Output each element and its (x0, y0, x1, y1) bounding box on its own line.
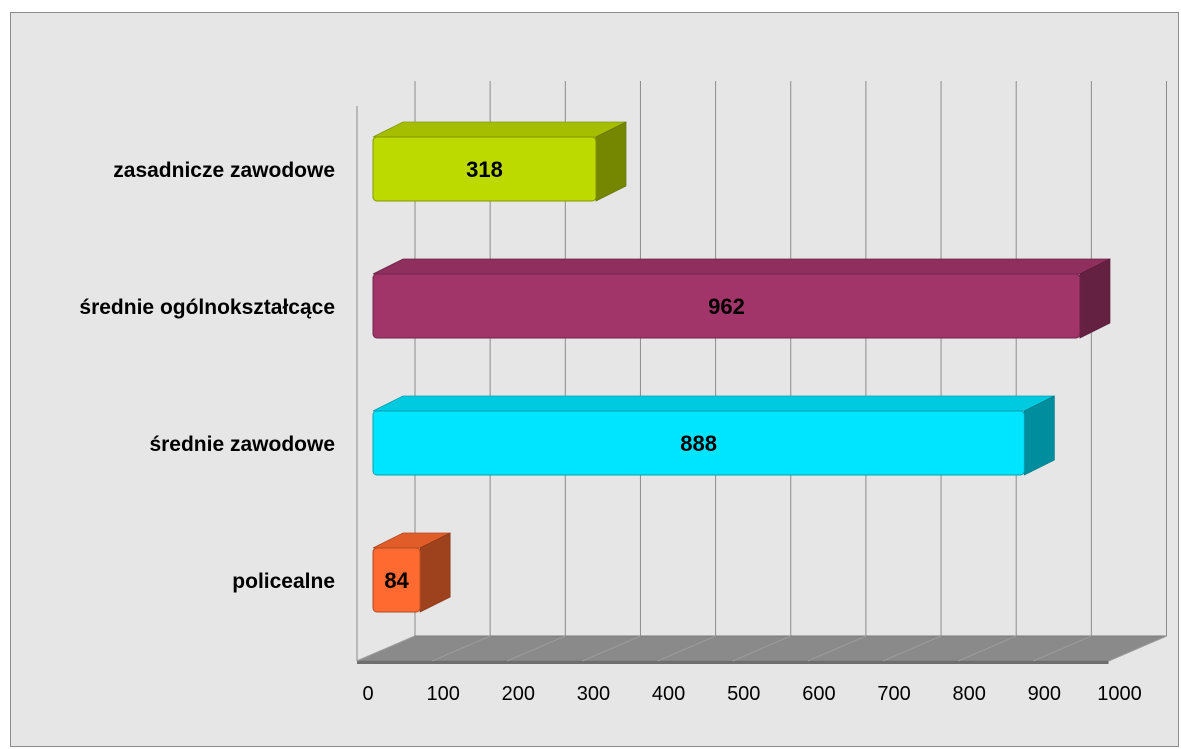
bar-front-face (372, 273, 1081, 339)
x-tick-label: 1000 (1097, 683, 1142, 705)
x-tick-label: 500 (727, 683, 760, 705)
bars: 318 962 888 84 (372, 121, 1111, 613)
floor-gridline (1108, 635, 1167, 662)
floor-front (357, 661, 1109, 664)
bar: 318 (372, 121, 627, 202)
x-tick-label: 200 (502, 683, 535, 705)
floor-gridline (882, 635, 942, 662)
category-labels: zasadnicze zawodowe średnie ogólnokształc… (79, 159, 335, 593)
bar-top-face (372, 395, 1055, 412)
bar: 962 (372, 258, 1111, 339)
floor-gridline (507, 635, 566, 662)
x-tick-label: 800 (953, 683, 986, 705)
bar-front-face (372, 547, 421, 613)
bar: 888 (372, 395, 1055, 476)
bar-value-label: 318 (466, 157, 503, 182)
bar-front-face (372, 410, 1025, 476)
category-label: policealne (232, 570, 335, 593)
floor-gridline (807, 635, 867, 662)
x-tick-label: 0 (362, 683, 373, 705)
x-axis-tick-labels: 0 100 200 300 400 500 600 700 800 900 1000 (362, 683, 1141, 705)
x-tick-label: 700 (877, 683, 910, 705)
bar-value-label: 962 (708, 294, 745, 319)
floor-gridline (657, 635, 716, 662)
x-tick-label: 100 (426, 683, 459, 705)
x-tick-label: 900 (1028, 683, 1061, 705)
category-label: zasadnicze zawodowe (113, 159, 335, 182)
chart-floor (356, 635, 1167, 664)
floor-gridline (356, 635, 416, 662)
bar-value-label: 888 (680, 431, 717, 456)
x-tick-label: 600 (802, 683, 835, 705)
floor-gridline (431, 635, 491, 662)
x-tick-label: 400 (652, 683, 685, 705)
floor-gridline (1033, 635, 1092, 662)
bar: 84 (372, 532, 451, 613)
category-label: średnie zawodowe (149, 433, 335, 456)
bar-value-label: 84 (384, 568, 409, 593)
x-tick-label: 300 (577, 683, 610, 705)
bar-front-face (372, 136, 597, 202)
floor-gridline (582, 635, 641, 662)
category-label: średnie ogólnokształcące (79, 296, 335, 319)
bar-top-face (372, 121, 627, 138)
floor-gridline (732, 635, 791, 662)
floor-gridline (958, 635, 1017, 662)
bar-top-face (372, 258, 1111, 275)
